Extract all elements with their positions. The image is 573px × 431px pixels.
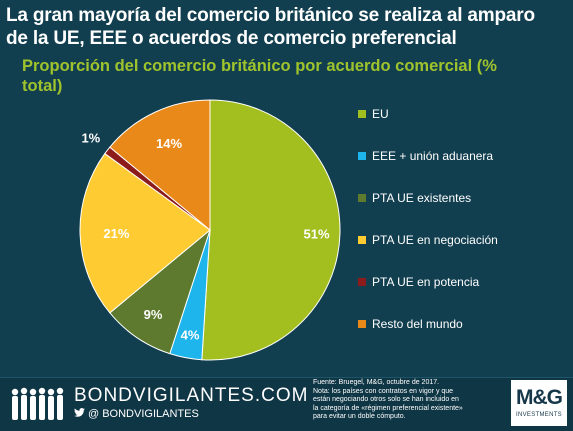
chart-title: Proporción del comercio británico por ac… (22, 56, 542, 96)
chart-title-line1: Proporción del comercio británico por ac… (22, 57, 497, 75)
chart-title-line2: total) (22, 77, 63, 95)
source-note: Fuente: Bruegel, M&G, octubre de 2017. N… (313, 379, 498, 422)
source-note-line1: Fuente: Bruegel, M&G, octubre de 2017. (313, 379, 440, 386)
legend-swatch-6 (358, 320, 366, 328)
slide-title-line1: La gran mayoría del comercio británico s… (6, 5, 535, 26)
pie-label-5: 1% (81, 131, 100, 146)
legend-label-6: Resto del mundo (372, 317, 463, 331)
brand-name: BONDVIGILANTES.COM (74, 385, 309, 406)
pie-label-4: 21% (103, 226, 129, 241)
legend-swatch-1 (358, 110, 366, 118)
slide-title-line2: de la UE, EEE o acuerdos de comercio pre… (6, 28, 457, 49)
pie-label-1: 51% (304, 226, 330, 241)
source-note-line5: para evitar un doble cómputo. (313, 413, 406, 421)
pie-label-2: 4% (181, 328, 200, 343)
twitter-handle: @ BONDVIGILANTES (74, 407, 199, 421)
pie-slice-4 (79, 152, 211, 314)
pie-slice-1 (201, 99, 341, 361)
pie-label-3: 9% (144, 307, 163, 322)
twitter-handle-text: @ BONDVIGILANTES (88, 408, 199, 420)
twitter-icon (74, 408, 85, 417)
legend-swatch-4 (358, 236, 366, 244)
mg-logo: M&G INVESTMENTS (511, 380, 567, 426)
mg-logo-text: M&G (516, 386, 563, 409)
legend-label-2: EEE + unión aduanera (372, 149, 494, 163)
pie-label-6: 14% (156, 136, 182, 151)
legend-swatch-2 (358, 152, 366, 160)
source-note-line4: la categoría de «régimen preferencial ex… (313, 404, 463, 412)
pie-slice-6 (109, 99, 211, 232)
legend-label-4: PTA UE en negociación (372, 233, 498, 247)
mg-logo-subtext: INVESTMENTS (516, 412, 562, 418)
source-note-line2: Nota: los países con contratos en vigor … (313, 387, 454, 395)
people-silhouettes-icon (11, 387, 64, 420)
legend-swatch-5 (358, 278, 366, 286)
legend-swatch-3 (358, 194, 366, 202)
legend-label-1: EU (372, 107, 389, 121)
footer-bar (0, 377, 573, 431)
legend-label-5: PTA UE en potencia (372, 275, 480, 289)
legend-label-3: PTA UE existentes (372, 191, 472, 205)
slide-title: La gran mayoría del comercio británico s… (6, 4, 571, 50)
source-note-line3: están negociando otros solo se han inclu… (313, 396, 459, 404)
